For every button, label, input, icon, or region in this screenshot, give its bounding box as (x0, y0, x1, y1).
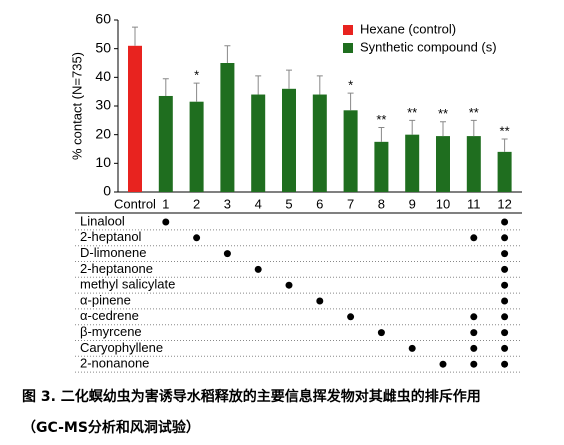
error-bar (440, 121, 446, 137)
composition-dot (285, 281, 293, 289)
caption-line: 图 3. 二化螟幼虫为害诱导水稻释放的主要信息挥发物对其雌虫的排斥作用 (22, 388, 481, 405)
compound-name: Caryophyllene (80, 340, 163, 355)
composition-dot (501, 234, 509, 242)
composition-dot (254, 265, 262, 273)
compound-name: β-myrcene (80, 324, 142, 339)
compound-name: Linalool (80, 213, 125, 228)
significance-label: ** (407, 105, 417, 120)
legend-swatch (343, 43, 353, 53)
significance-label: * (348, 78, 353, 93)
error-bar (286, 69, 292, 89)
bar (405, 134, 420, 192)
bar (158, 95, 173, 192)
y-tick-label: 30 (95, 97, 111, 113)
y-tick-label: 20 (95, 125, 111, 141)
x-tick-label: 3 (224, 196, 231, 211)
composition-dot (162, 218, 170, 226)
bar (251, 94, 266, 192)
x-tick-label: 10 (436, 196, 450, 211)
x-tick-label: 12 (497, 196, 511, 211)
significance-label: ** (376, 112, 386, 127)
composition-dot (501, 360, 509, 368)
composition-dot (501, 297, 509, 305)
error-bar (409, 119, 416, 135)
composition-dot (501, 281, 509, 289)
legend-swatch (343, 25, 353, 35)
compound-name: α-cedrene (80, 308, 139, 323)
legend-label: Hexane (control) (360, 21, 456, 36)
composition-dot (347, 313, 355, 321)
composition-dot (470, 360, 478, 368)
composition-dot (501, 344, 509, 352)
x-tick-label: 9 (409, 196, 416, 211)
x-tick-label: 11 (467, 196, 481, 211)
error-bar (193, 82, 200, 102)
x-tick-label: 1 (162, 196, 169, 211)
compound-name: 2-heptanol (80, 229, 142, 244)
significance-label: ** (438, 106, 448, 121)
error-bar (378, 127, 385, 142)
bar (374, 141, 389, 192)
error-bar (255, 75, 262, 95)
composition-dot (470, 344, 478, 352)
bar (220, 63, 235, 192)
composition-dot (470, 234, 478, 242)
y-tick-label: 40 (95, 68, 111, 84)
error-bar (132, 26, 138, 46)
y-tick-label: 50 (95, 39, 111, 55)
bar (282, 88, 296, 192)
x-tick-label: 7 (347, 196, 354, 211)
x-tick-label: Control (114, 196, 156, 211)
x-tick-label: 8 (378, 196, 385, 211)
bar (128, 45, 142, 192)
composition-dot (439, 360, 447, 368)
composition-dot (470, 329, 478, 337)
x-tick-label: 2 (193, 196, 200, 211)
compound-name: 2-nonanone (80, 356, 149, 371)
error-bar (347, 92, 354, 111)
significance-label: * (194, 68, 199, 83)
composition-dot (501, 250, 509, 258)
error-bar (470, 119, 477, 137)
composition-dot (408, 344, 416, 352)
composition-dot (223, 250, 231, 258)
compound-name: α-pinene (80, 292, 131, 307)
significance-label: ** (500, 123, 510, 138)
bar (497, 151, 512, 192)
error-bar (316, 75, 323, 95)
bar (436, 136, 450, 192)
composition-dot (501, 218, 509, 226)
bar (312, 94, 327, 192)
x-tick-label: 5 (285, 196, 292, 211)
bar (466, 136, 481, 192)
error-bar (501, 138, 508, 152)
bar (189, 101, 204, 192)
legend-label: Synthetic compound (s) (360, 39, 497, 54)
composition-dot (316, 297, 324, 305)
compound-name: 2-heptanone (80, 261, 153, 276)
bar (343, 110, 358, 192)
composition-dot (193, 234, 201, 242)
compound-name: methyl salicylate (80, 277, 175, 292)
significance-label: ** (469, 105, 479, 120)
y-axis-label: % contact (N=735) (69, 52, 84, 160)
compound-name: D-limonene (80, 245, 146, 260)
x-tick-label: 4 (255, 196, 262, 211)
y-tick-label: 60 (95, 11, 111, 27)
composition-dot (501, 313, 509, 321)
y-tick-label: 0 (103, 183, 111, 199)
composition-dot (377, 329, 385, 337)
error-bar (224, 45, 231, 63)
composition-dot (501, 265, 509, 273)
error-bar (162, 78, 169, 96)
composition-dot (470, 313, 478, 321)
composition-dot (501, 329, 509, 337)
caption-line: （GC-MS分析和风洞试验） (22, 419, 200, 436)
x-tick-label: 6 (316, 196, 323, 211)
y-tick-label: 10 (95, 154, 111, 170)
